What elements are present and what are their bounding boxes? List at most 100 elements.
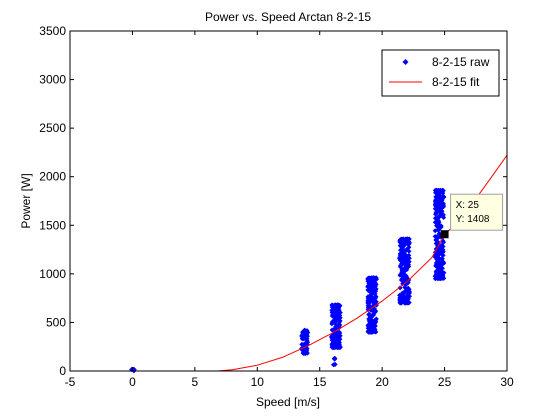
raw-data-point	[433, 211, 439, 217]
raw-data-point	[439, 259, 444, 265]
legend-raw-marker	[402, 59, 409, 65]
raw-data-point	[400, 273, 405, 279]
y-tick-label: 0	[59, 364, 66, 378]
raw-data-point	[441, 275, 447, 281]
raw-data-point	[406, 300, 412, 305]
raw-data-point	[398, 255, 404, 261]
axis-ticks-layer: -5 0 5 10 15 20 25 3005001000150020002500300035…	[39, 24, 514, 389]
raw-data-point	[335, 317, 341, 323]
raw-data-point	[401, 240, 407, 246]
raw-data-point	[373, 288, 379, 294]
raw-data-point	[433, 260, 439, 266]
raw-data-point	[432, 228, 438, 234]
raw-data-point	[330, 302, 336, 308]
raw-data-point	[329, 337, 335, 343]
raw-data-point	[337, 303, 343, 309]
raw-data-point	[333, 336, 339, 342]
raw-data-point	[336, 343, 342, 349]
raw-data-point	[401, 296, 407, 302]
legend[interactable]: 8-2-15 raw 8-2-15 fit	[381, 49, 500, 97]
raw-data-point	[406, 264, 412, 270]
x-tick-label: 25	[438, 375, 452, 389]
raw-data-point	[365, 328, 371, 334]
raw-data-point	[404, 236, 410, 242]
datatip-text: X: 25	[456, 200, 480, 211]
raw-data-point	[433, 188, 439, 194]
raw-data-point	[399, 243, 404, 249]
raw-data-point	[439, 208, 445, 214]
raw-data-point	[329, 321, 335, 327]
raw-data-point	[434, 216, 440, 222]
x-axis-label: Speed [m/s]	[256, 395, 320, 409]
raw-data-point	[366, 318, 372, 324]
raw-data-point	[369, 295, 374, 301]
x-tick-label: 0	[129, 375, 136, 389]
legend-box	[381, 49, 500, 97]
raw-data-point	[398, 252, 404, 258]
y-tick-label: 3000	[39, 73, 66, 87]
raw-data-point	[332, 362, 338, 367]
raw-data-point	[400, 236, 406, 242]
x-tick-label: 30	[500, 375, 514, 389]
y-tick-label: 2500	[39, 121, 66, 135]
raw-data-point	[365, 284, 371, 290]
raw-data-point	[330, 306, 336, 312]
raw-data-point	[432, 202, 438, 208]
raw-data-point	[436, 220, 442, 226]
raw-data-point	[438, 268, 444, 273]
y-tick-label: 1500	[39, 218, 66, 232]
legend-fit-label: 8-2-15 fit	[432, 75, 480, 89]
y-tick-label: 3500	[39, 24, 66, 38]
plot-frame	[69, 30, 508, 372]
raw-data-point	[437, 188, 442, 194]
raw-data-point	[440, 190, 446, 196]
datatip-text: Y: 1408	[456, 214, 490, 225]
legend-raw-label: 8-2-15 raw	[432, 55, 490, 69]
x-tick-label: 10	[251, 375, 265, 389]
raw-data-point	[435, 227, 441, 233]
raw-data-point	[406, 244, 412, 250]
raw-data-point	[437, 202, 443, 208]
raw-data-point	[371, 312, 376, 318]
raw-data-point	[440, 239, 446, 245]
raw-data-point	[433, 234, 439, 240]
raw-data-point	[437, 224, 443, 230]
datatip-box[interactable]	[450, 193, 504, 231]
x-tick-label: 5	[192, 375, 199, 389]
raw-data-point	[402, 279, 407, 285]
raw-data-point	[366, 324, 372, 330]
raw-series-layer	[129, 187, 447, 374]
raw-data-point	[334, 305, 339, 311]
raw-data-point	[371, 322, 376, 328]
y-tick-label: 2000	[39, 170, 66, 184]
raw-data-point	[434, 257, 440, 262]
raw-data-point	[436, 193, 442, 199]
x-tick-label: 20	[375, 375, 389, 389]
raw-data-point	[373, 281, 379, 287]
raw-data-point	[332, 312, 338, 318]
raw-data-point	[336, 330, 342, 336]
y-tick-label: 500	[46, 315, 66, 329]
raw-data-point	[397, 239, 403, 245]
raw-data-point	[332, 355, 338, 361]
raw-data-point	[301, 342, 307, 348]
raw-data-point	[406, 286, 412, 292]
y-axis-label: Power [W]	[19, 173, 33, 228]
datatip-layer: X: 25 Y: 1408	[440, 193, 504, 239]
x-tick-label: -5	[65, 375, 76, 389]
raw-data-point	[404, 267, 410, 273]
raw-data-point	[366, 311, 372, 317]
datatip-marker[interactable]	[440, 230, 449, 239]
raw-data-point	[367, 275, 373, 281]
raw-data-point	[371, 319, 377, 325]
raw-data-point	[440, 247, 446, 253]
raw-data-point	[335, 339, 341, 345]
raw-data-point	[440, 203, 446, 209]
raw-data-point	[401, 290, 407, 295]
y-tick-label: 1000	[39, 267, 66, 281]
raw-data-point	[302, 347, 308, 353]
raw-data-point	[365, 287, 371, 293]
chart-title: Power vs. Speed Arctan 8-2-15	[205, 10, 371, 24]
raw-data-point	[304, 333, 310, 339]
